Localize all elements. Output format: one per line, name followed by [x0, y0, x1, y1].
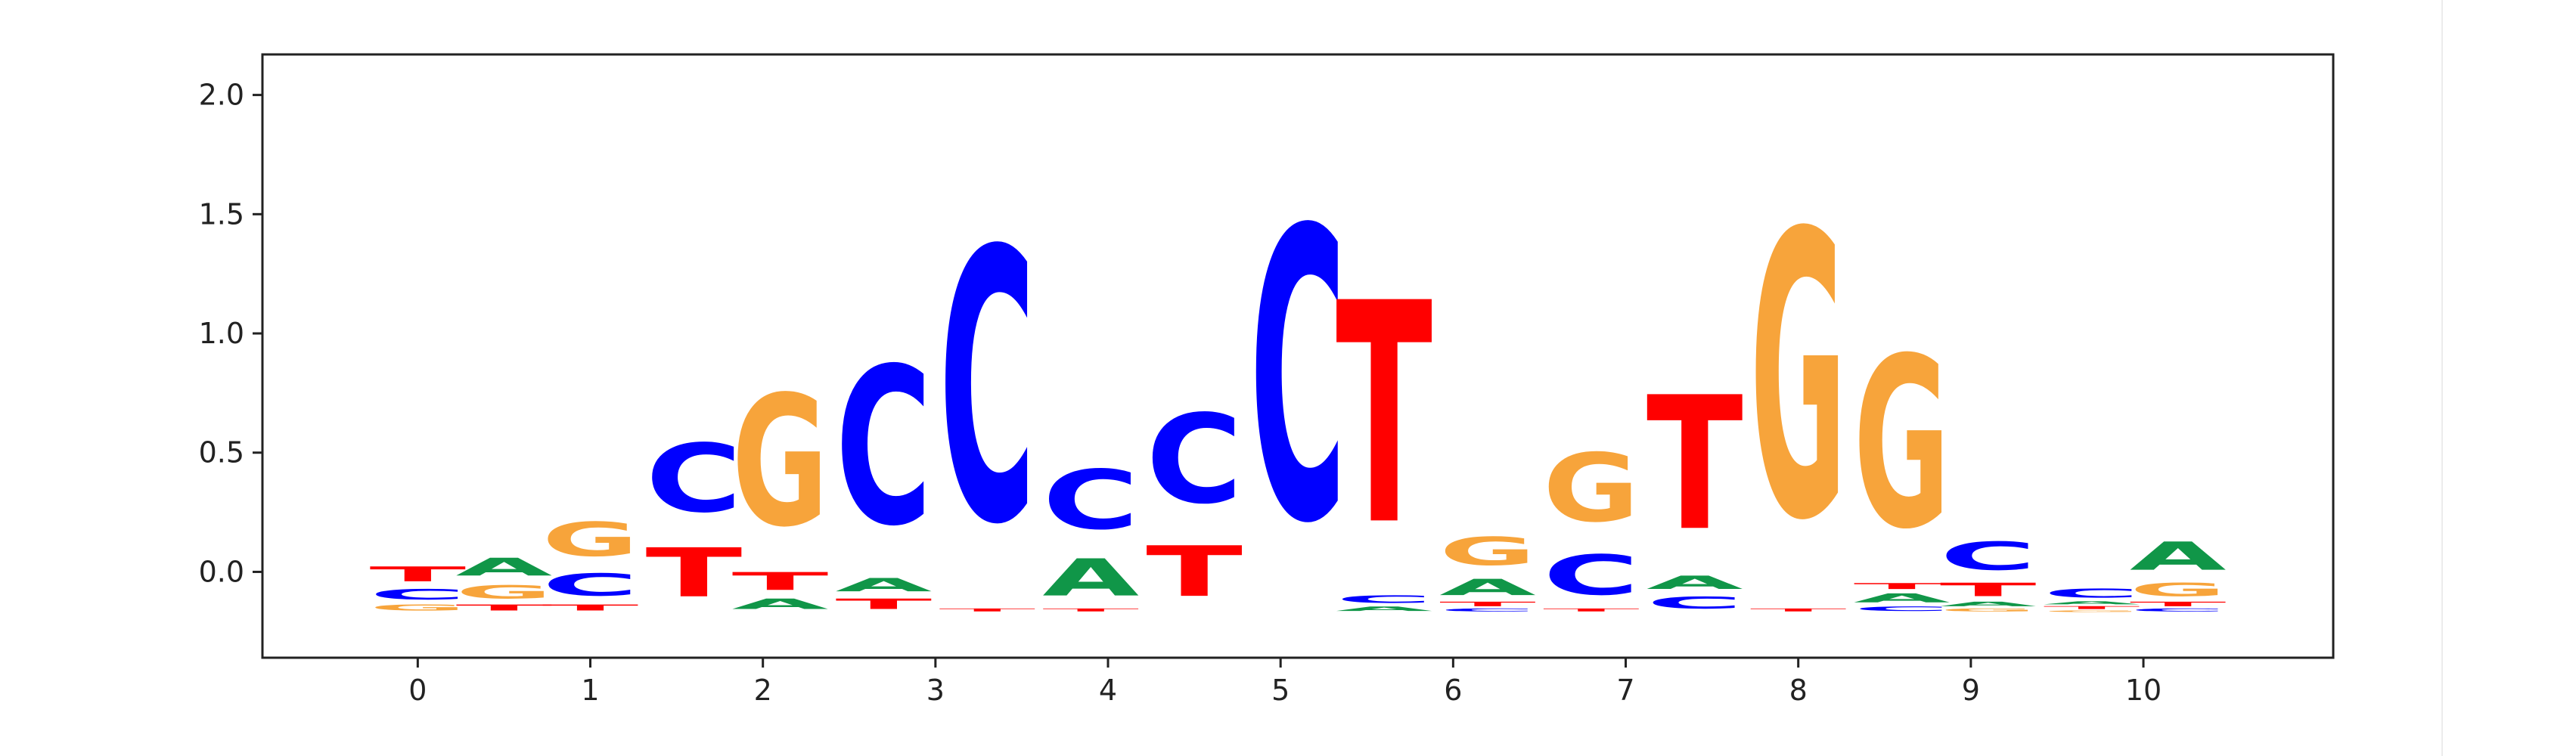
y-tick-label: 1.5 [199, 197, 244, 231]
logo-letter-t: T [939, 608, 1035, 612]
logo-letter-g: G [1439, 529, 1536, 575]
logo-letter-g: G [369, 603, 466, 613]
logo-letter-c: C [2044, 587, 2140, 601]
logo-letter-g: G [1940, 608, 2037, 612]
logo-letter-t: T [1042, 608, 1139, 612]
y-tick-label: 1.0 [199, 317, 244, 350]
logo-letter-g: G [732, 358, 829, 567]
logo-letter-t: T [2130, 600, 2227, 607]
logo-letter-t: T [1543, 608, 1640, 612]
logo-letter-a: A [1336, 606, 1432, 612]
logo-letter-t: T [1336, 238, 1433, 592]
y-tick-label: 0.5 [199, 436, 244, 469]
logo-letter-g: G [1543, 434, 1640, 544]
x-tick-label: 1 [581, 674, 599, 707]
x-tick-label: 4 [1099, 674, 1117, 707]
logo-letter-c: C [1042, 454, 1139, 548]
logo-letter-t: T [732, 567, 829, 596]
logo-letter-g: G [1854, 307, 1951, 580]
x-tick-label: 9 [1962, 674, 1980, 707]
logo-letter-c: C [646, 424, 743, 533]
logo-letter-t: T [646, 534, 743, 612]
logo-letter-a: A [2044, 600, 2140, 605]
logo-letter-g: G [1750, 151, 1847, 607]
x-tick-label: 3 [926, 674, 945, 707]
logo-letter-c: C [1646, 593, 1743, 612]
logo-letter-c: C [1940, 534, 2037, 579]
logo-letter-g: G [2130, 579, 2227, 600]
x-tick-label: 0 [408, 674, 427, 707]
logo-letter-a: A [1439, 575, 1536, 601]
logo-letter-a: A [2130, 534, 2227, 579]
logo-letter-c: C [1543, 544, 1640, 608]
logo-letter-t: T [1750, 608, 1847, 612]
logo-letter-a: A [836, 575, 933, 596]
logo-letter-c: C [369, 587, 466, 603]
logo-letter-c: C [2130, 608, 2227, 612]
logo-letter-t: T [1854, 581, 1951, 591]
logo-letter-g: G [2044, 610, 2140, 612]
logo-letter-c: C [542, 567, 639, 603]
x-axis: 0 1 2 3 4 5 6 7 8 9 10 [408, 658, 2162, 707]
x-tick-label: 6 [1444, 674, 1462, 707]
logo-letter-a: A [1854, 591, 1951, 606]
logo-letter-t: T [2044, 606, 2140, 610]
logo-letter-c: C [1146, 389, 1243, 531]
logo-letter-t: T [1646, 358, 1743, 572]
logo-letter-c: C [939, 173, 1035, 606]
logo-letter-t: T [542, 603, 639, 613]
logo-letter-a: A [1940, 600, 2037, 607]
x-tick-label: 7 [1616, 674, 1634, 707]
logo-letter-t: T [1940, 579, 2037, 600]
x-tick-label: 10 [2125, 674, 2162, 707]
logo-letter-c: C [1336, 593, 1432, 606]
x-tick-label: 2 [754, 674, 772, 707]
logo-letter-t: T [836, 596, 933, 612]
logo-letter-a: A [1042, 548, 1139, 608]
logo-letter-t: T [369, 562, 466, 586]
y-tick-label: 2.0 [199, 79, 244, 112]
logo-letter-a: A [456, 553, 553, 582]
plot-frame [261, 53, 2335, 659]
x-tick-label: 5 [1271, 674, 1290, 707]
y-axis: 0.0 0.5 1.0 1.5 2.0 [199, 79, 262, 588]
logo-letter-a: A [1646, 572, 1743, 593]
logo-letter-g: G [542, 513, 639, 567]
logo-letter-t: T [1439, 600, 1536, 607]
logo-letter-g: G [456, 581, 553, 603]
x-tick-label: 8 [1789, 674, 1808, 707]
panel-divider [2441, 0, 2443, 756]
logo-letter-t: T [1146, 531, 1243, 612]
logo-letter-a: A [732, 596, 829, 612]
logo-letter-c: C [836, 321, 933, 573]
logo-letter-c: C [1854, 606, 1951, 612]
logo-letter-c: C [1439, 608, 1536, 612]
logo-letter-c: C [1249, 146, 1346, 611]
y-tick-label: 0.0 [199, 555, 244, 588]
logo-letter-t: T [456, 603, 553, 613]
